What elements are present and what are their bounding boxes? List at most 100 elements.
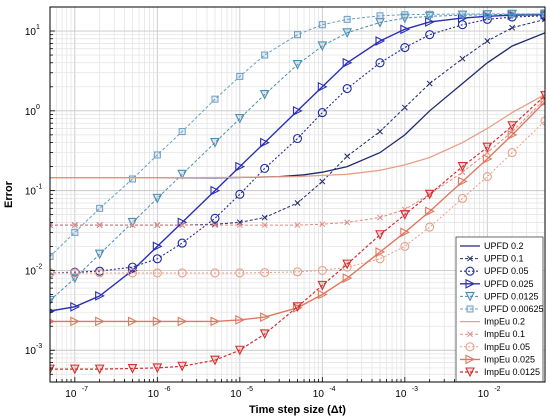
data-point (260, 312, 270, 323)
data-point (94, 249, 105, 260)
data-point (179, 222, 186, 229)
series-line (50, 13, 545, 301)
data-point (154, 222, 161, 229)
data-point (342, 273, 353, 284)
legend-label: ImpEu 0.05 (484, 342, 530, 352)
data-point (507, 129, 518, 140)
data-point (540, 9, 545, 20)
data-point (401, 11, 409, 19)
data-point (344, 219, 351, 226)
data-point (343, 15, 351, 23)
data-point (459, 169, 466, 176)
legend: UPFD 0.2 UPFD 0.1 UPFD 0.05 UPFD 0.025 UPFD … (455, 236, 544, 383)
data-point (457, 162, 468, 172)
data-point (465, 367, 475, 378)
data-point (177, 361, 188, 372)
data-point (342, 84, 352, 94)
data-point (465, 291, 475, 302)
y-tick-exponent: -2 (36, 263, 42, 270)
data-point (292, 60, 303, 70)
data-point (400, 24, 411, 35)
data-point (509, 24, 516, 31)
data-point (482, 142, 493, 153)
data-point (235, 189, 245, 199)
data-point (177, 238, 187, 248)
series-upfd-0-00625 (50, 10, 545, 260)
y-tick-label: 10 (25, 187, 37, 198)
data-point (70, 301, 81, 312)
legend-item: UPFD 0.025 (460, 279, 534, 289)
data-point (152, 254, 162, 264)
legend-label: UPFD 0.2 (484, 241, 524, 251)
data-point (482, 153, 493, 164)
data-point (96, 204, 104, 212)
data-point (459, 55, 466, 62)
legend-label: ImpEu 0.1 (484, 329, 525, 339)
data-point (425, 206, 435, 217)
data-point (210, 316, 221, 327)
data-point (177, 268, 187, 278)
x-tick-exponent: -2 (494, 386, 500, 393)
data-point (507, 148, 517, 158)
data-point (317, 41, 328, 52)
x-tick-exponent: -4 (329, 386, 335, 393)
legend-item: ImpEu 0.1 (460, 329, 525, 339)
legend-item: UPFD 0.2 (460, 241, 524, 251)
data-point (484, 149, 491, 156)
data-point (235, 161, 246, 172)
data-point (71, 222, 78, 229)
y-tick-label: 10 (25, 346, 37, 357)
data-point (152, 193, 163, 204)
data-point (426, 80, 433, 87)
data-point (318, 21, 326, 29)
series-impeu-0-1 (50, 96, 545, 229)
data-point (540, 96, 545, 107)
data-point (292, 302, 303, 313)
data-point (211, 95, 219, 103)
data-point (50, 222, 53, 229)
data-point (127, 363, 138, 374)
data-point (375, 230, 385, 240)
y-tick-exponent: -3 (36, 343, 42, 350)
data-point (294, 31, 301, 39)
x-tick-label: 10 (148, 389, 160, 400)
data-point (152, 241, 163, 252)
data-point (482, 172, 492, 182)
series-line (50, 95, 545, 370)
x-tick-label: 10 (230, 389, 242, 400)
legend-label: ImpEu 0.025 (484, 354, 535, 364)
legend-label: UPFD 0.05 (484, 266, 529, 276)
data-point (234, 345, 245, 356)
legend-item: ImpEu 0.05 (460, 342, 530, 352)
data-point (260, 268, 270, 278)
data-point (400, 43, 410, 53)
y-tick-label: 10 (25, 27, 37, 38)
data-point (127, 268, 138, 278)
data-point (317, 265, 327, 275)
data-point (178, 128, 186, 136)
data-point (375, 254, 385, 264)
legend-label: ImpEu 0.2 (484, 317, 525, 327)
data-point (425, 30, 435, 40)
x-tick-label: 10 (65, 389, 77, 400)
data-point (129, 222, 136, 229)
data-point (236, 222, 243, 229)
data-point (342, 28, 353, 39)
y-tick-exponent: -1 (36, 184, 42, 191)
data-point (342, 259, 353, 270)
data-point (459, 10, 466, 18)
data-point (540, 116, 545, 126)
data-point (508, 10, 516, 18)
series-impeu-0-2 (50, 93, 545, 179)
legend-item: UPFD 0.00625 (460, 304, 544, 314)
data-point (483, 10, 491, 18)
data-point (50, 268, 55, 278)
series-line (50, 93, 545, 179)
data-point (541, 10, 545, 18)
data-point (400, 227, 411, 238)
x-tick-exponent: -3 (412, 386, 418, 393)
data-point (292, 267, 303, 277)
data-point (152, 268, 162, 278)
data-point (95, 290, 105, 301)
data-point (465, 342, 475, 352)
